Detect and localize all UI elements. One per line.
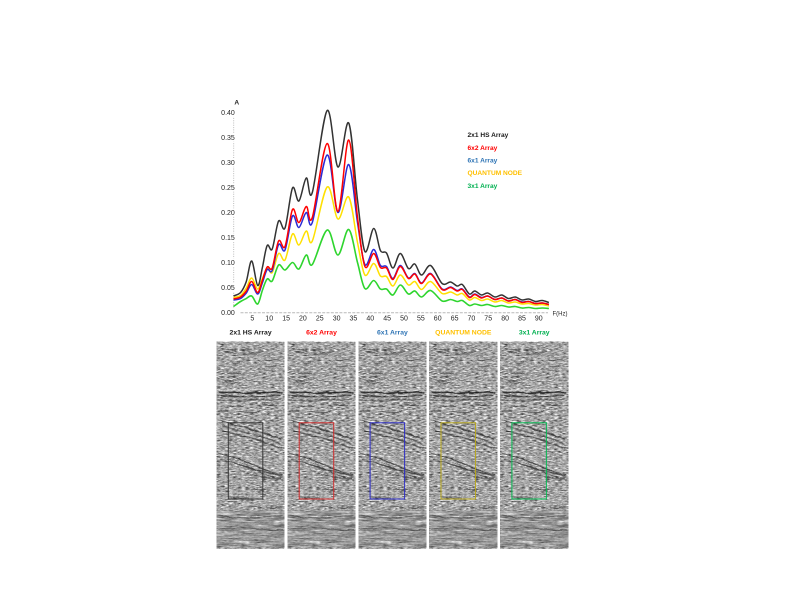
svg-text:6x2 Array: 6x2 Array	[468, 145, 498, 152]
svg-text:75: 75	[484, 316, 492, 323]
svg-text:50: 50	[400, 316, 408, 323]
svg-text:30: 30	[333, 316, 341, 323]
svg-text:35: 35	[350, 316, 358, 323]
svg-text:0.10: 0.10	[221, 260, 235, 267]
svg-text:60: 60	[434, 316, 442, 323]
svg-text:6x1 Array: 6x1 Array	[468, 158, 498, 165]
svg-text:40: 40	[366, 316, 374, 323]
svg-text:5: 5	[250, 316, 254, 323]
svg-text:0.30: 0.30	[221, 160, 235, 167]
svg-text:0.15: 0.15	[221, 235, 235, 242]
svg-text:45: 45	[383, 316, 391, 323]
svg-text:55: 55	[417, 316, 425, 323]
svg-text:80: 80	[501, 316, 509, 323]
svg-text:0.00: 0.00	[221, 310, 235, 317]
svg-text:QUANTUM NODE: QUANTUM NODE	[468, 170, 523, 177]
svg-text:6x2 Array: 6x2 Array	[306, 330, 337, 337]
svg-text:65: 65	[451, 316, 459, 323]
svg-text:QUANTUM NODE: QUANTUM NODE	[435, 330, 492, 337]
svg-text:20: 20	[299, 316, 307, 323]
svg-text:90: 90	[535, 316, 543, 323]
svg-text:25: 25	[316, 316, 324, 323]
svg-text:A: A	[234, 100, 239, 107]
svg-text:3x1 Array: 3x1 Array	[468, 183, 498, 190]
svg-text:0.40: 0.40	[221, 110, 235, 117]
svg-text:0.20: 0.20	[221, 210, 235, 217]
svg-text:85: 85	[518, 316, 526, 323]
svg-text:F(Hz): F(Hz)	[553, 312, 568, 318]
svg-text:2x1 HS Array: 2x1 HS Array	[230, 330, 272, 337]
svg-text:0.35: 0.35	[221, 135, 235, 142]
svg-text:70: 70	[468, 316, 476, 323]
svg-text:0.05: 0.05	[221, 285, 235, 292]
svg-text:15: 15	[282, 316, 290, 323]
svg-text:6x1 Array: 6x1 Array	[377, 330, 408, 337]
svg-text:3x1 Array: 3x1 Array	[519, 330, 550, 337]
svg-text:0.25: 0.25	[221, 185, 235, 192]
svg-text:10: 10	[265, 316, 273, 323]
svg-text:2x1 HS Array: 2x1 HS Array	[468, 132, 509, 139]
